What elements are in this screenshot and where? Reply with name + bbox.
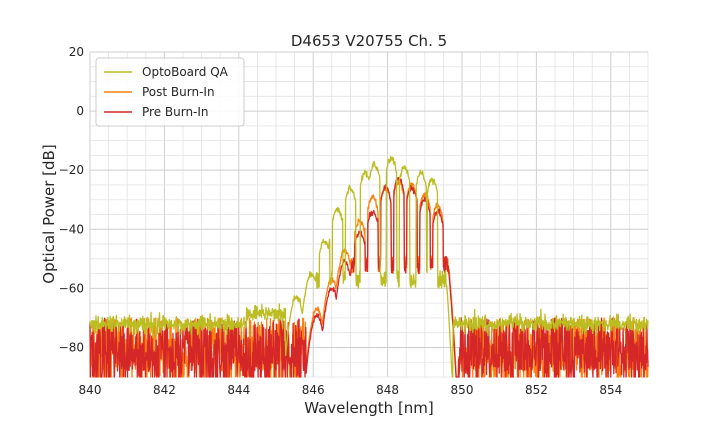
y-tick-label: −40 [59, 222, 84, 236]
series-line-optoboard-qa [89, 156, 649, 378]
y-tick-label: 0 [76, 104, 84, 118]
x-tick-label: 846 [302, 383, 325, 397]
x-tick-label: 854 [599, 383, 622, 397]
legend: OptoBoard QA Post Burn-In Pre Burn-In [95, 57, 245, 127]
x-tick-label: 844 [227, 383, 250, 397]
series-layer [89, 156, 649, 378]
y-tick-label: −20 [59, 163, 84, 177]
chart-title: D4653 V20755 Ch. 5 [291, 32, 447, 50]
y-tick-label: −80 [59, 340, 84, 354]
x-tick-label: 850 [451, 383, 474, 397]
y-tick-label: −60 [59, 281, 84, 295]
x-axis-title: Wavelength [nm] [304, 399, 434, 417]
x-tick-label: 842 [153, 383, 176, 397]
legend-label-pre-burn-in: Pre Burn-In [142, 105, 209, 119]
x-tick-label: 840 [79, 383, 102, 397]
x-tick-label: 848 [376, 383, 399, 397]
y-tick-label: 20 [69, 45, 84, 59]
legend-label-optoboard-qa: OptoBoard QA [142, 65, 229, 79]
legend-label-post-burn-in: Post Burn-In [142, 85, 215, 99]
ticks: 840 842 844 846 848 850 852 854 20 0 −20 −40 −60 −80 [59, 45, 623, 397]
legend-frame [95, 57, 245, 127]
y-axis-title: Optical Power [dB] [40, 144, 58, 283]
x-tick-label: 852 [525, 383, 548, 397]
